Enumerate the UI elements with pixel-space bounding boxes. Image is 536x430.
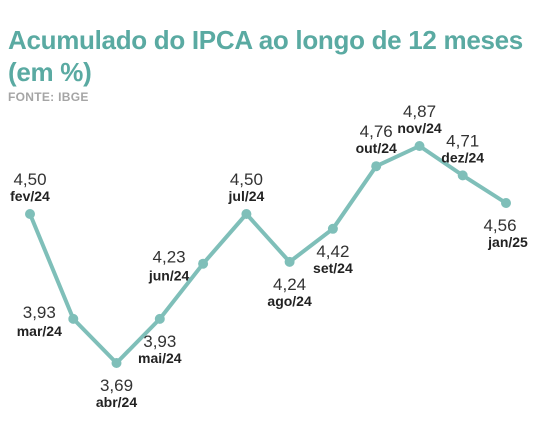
chart-source: FONTE: IBGE: [8, 90, 89, 104]
data-label-month: mai/24: [138, 350, 182, 366]
data-label-month: mar/24: [17, 323, 62, 339]
chart-title: Acumulado do IPCA ao longo de 12 meses (…: [8, 25, 523, 87]
data-point-dez-24: [457, 170, 468, 181]
data-point-fev-24: [25, 209, 35, 219]
data-label-month: out/24: [356, 140, 397, 156]
data-label-value: 4,50: [13, 170, 46, 189]
data-label-value: 3,93: [143, 332, 176, 351]
data-label-value: 4,23: [153, 248, 186, 267]
data-label-value: 4,76: [360, 122, 393, 141]
data-label-value: 4,24: [273, 275, 306, 294]
data-point-ago-24: [284, 256, 295, 267]
data-label-month: jan/25: [487, 234, 528, 250]
data-label-value: 3,93: [23, 303, 56, 322]
data-point-abr-24: [111, 358, 122, 368]
data-label-value: 4,42: [316, 242, 349, 261]
data-point-mar-24: [68, 313, 79, 324]
data-label-month: abr/24: [96, 394, 137, 410]
series-line: [28, 144, 508, 365]
data-point-jul-24: [241, 209, 252, 219]
data-point-mai-24: [154, 313, 165, 324]
data-label-value: 3,69: [100, 376, 133, 395]
data-point-jan-25: [501, 198, 511, 208]
data-label-value: 4,87: [403, 102, 436, 121]
data-label-value: 4,71: [446, 131, 479, 150]
data-label-value: 4,50: [230, 170, 263, 189]
data-point-out-24: [371, 161, 382, 172]
data-label-month: fev/24: [10, 188, 50, 204]
data-label-month: set/24: [313, 260, 353, 276]
data-label-month: jun/24: [148, 268, 190, 284]
data-point-jun-24: [198, 258, 209, 269]
data-label-month: nov/24: [397, 120, 442, 136]
data-point-nov-24: [414, 141, 425, 151]
data-label-month: dez/24: [441, 149, 484, 165]
data-label-value: 4,56: [483, 216, 516, 235]
data-point-set-24: [327, 223, 338, 234]
data-label-month: jul/24: [228, 188, 265, 204]
data-label-month: ago/24: [267, 293, 312, 309]
